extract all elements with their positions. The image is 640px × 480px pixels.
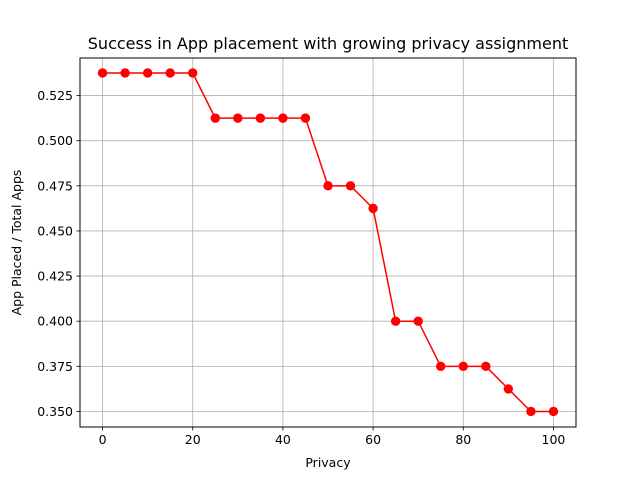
x-tick-label: 0 [99,432,107,447]
data-point [458,361,468,372]
y-tick-label: 0.525 [37,88,73,103]
y-tick-label: 0.400 [37,314,73,329]
chart-title: Success in App placement with growing pr… [88,34,568,53]
data-point [165,68,175,78]
y-tick-label: 0.475 [37,178,73,193]
x-tick-label: 100 [542,432,566,447]
data-point [188,68,198,78]
data-point [345,181,356,191]
data-point [255,113,266,123]
y-tick-label: 0.425 [37,269,73,284]
data-point [142,68,153,78]
y-axis: 0.350 0.375 0.400 0.425 0.450 0.475 0.500 0.525 [37,88,80,419]
data-point [503,384,514,394]
data-point [368,203,378,214]
x-tick-label: 60 [365,432,381,447]
data-point [481,361,491,372]
y-tick-label: 0.450 [37,223,73,238]
series-line [102,72,554,413]
data-point [97,68,108,78]
data-point [233,113,243,123]
data-point [210,113,220,123]
data-point [323,181,333,191]
data-series [97,68,559,417]
data-point [413,316,423,326]
y-tick-label: 0.350 [37,404,73,419]
plot-frame [79,57,577,428]
y-tick-label: 0.500 [37,133,73,148]
x-tick-label: 20 [185,432,201,447]
x-tick-label: 80 [455,432,471,447]
data-point [548,406,559,417]
data-point [436,361,446,372]
x-axis: 0 20 40 60 80 100 [99,427,566,447]
y-tick-label: 0.375 [37,359,73,374]
data-point [300,113,311,123]
x-axis-label: Privacy [305,455,351,470]
y-axis-label: App Placed / Total Apps [9,170,24,316]
data-point [526,406,536,417]
data-point [278,113,288,123]
x-tick-label: 40 [275,432,291,447]
data-point [120,68,130,78]
grid-lines [80,58,576,427]
data-point [390,316,401,326]
